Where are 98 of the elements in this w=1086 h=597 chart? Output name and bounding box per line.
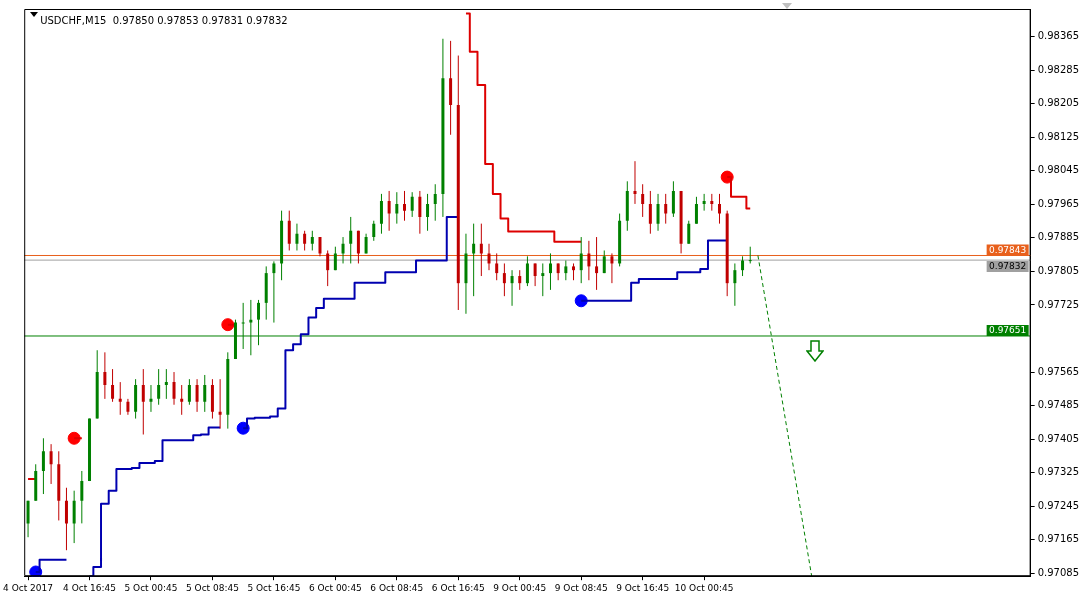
x-tick-label: 9 Oct 00:45 <box>493 582 547 593</box>
candlestick <box>741 255 745 277</box>
candlestick <box>533 262 537 287</box>
x-tick-label: 10 Oct 00:45 <box>674 582 734 593</box>
candlestick <box>426 193 430 232</box>
candlestick <box>664 193 668 225</box>
candlestick <box>518 269 522 291</box>
y-tick-label: 0.97965 <box>1037 197 1080 209</box>
candlestick <box>80 470 84 524</box>
candlestick <box>433 183 437 222</box>
y-tick-label: 0.98045 <box>1037 164 1080 176</box>
ref-line-label: 0.97832 <box>989 261 1027 272</box>
candlestick <box>103 351 107 400</box>
x-tick-label: 6 Oct 08:45 <box>370 582 424 593</box>
candlestick <box>656 193 660 232</box>
candlestick <box>495 252 499 281</box>
candlestick <box>510 269 514 307</box>
candlestick <box>372 220 376 242</box>
y-tick-label: 0.97805 <box>1037 265 1080 277</box>
candlestick <box>633 160 637 205</box>
candlestick <box>203 374 207 413</box>
candlestick <box>648 190 652 235</box>
x-tick-label: 5 Oct 00:45 <box>124 582 178 593</box>
candlestick <box>487 243 491 271</box>
candlestick <box>64 487 68 551</box>
y-tick-label: 0.97885 <box>1037 231 1080 243</box>
candlestick <box>641 183 645 218</box>
candlestick <box>341 236 345 264</box>
candlestick <box>387 190 391 232</box>
x-tick-label: 5 Oct 16:45 <box>247 582 301 593</box>
candlestick <box>118 381 122 416</box>
candlestick <box>356 230 360 264</box>
candlestick <box>718 193 721 225</box>
y-tick-label: 0.97725 <box>1037 298 1080 310</box>
x-tick-label: 9 Oct 16:45 <box>616 582 670 593</box>
candlestick <box>141 368 145 436</box>
candlestick <box>395 191 399 225</box>
candlestick <box>272 260 276 324</box>
x-tick-label: 6 Oct 00:45 <box>308 582 362 593</box>
candlestick <box>541 262 545 297</box>
candlestick <box>195 378 199 413</box>
candlestick <box>418 190 422 235</box>
x-tick-label: 5 Oct 08:45 <box>185 582 239 593</box>
candlestick <box>548 252 552 291</box>
y-tick-label: 0.97405 <box>1037 432 1080 444</box>
candlestick <box>218 378 222 430</box>
candlestick <box>472 223 476 297</box>
ref-line-label: 0.97651 <box>989 325 1027 336</box>
candlestick <box>403 190 406 222</box>
candlestick <box>502 262 506 297</box>
candlestick <box>41 437 45 495</box>
candlestick <box>187 378 191 406</box>
candlestick <box>180 384 184 416</box>
candlestick <box>694 196 698 225</box>
candlestick <box>164 368 168 400</box>
y-tick-label: 0.97085 <box>1037 566 1080 578</box>
y-tick-label: 0.98205 <box>1037 97 1080 109</box>
x-tick-label: 4 Oct 2017 <box>3 582 54 593</box>
candlestick <box>295 223 299 251</box>
candlestick <box>349 216 353 264</box>
x-tick-label: 6 Oct 16:45 <box>431 582 485 593</box>
candlestick <box>318 236 322 257</box>
y-tick-label: 0.97565 <box>1037 365 1080 377</box>
candlestick <box>310 230 314 251</box>
candlestick <box>479 223 483 277</box>
candlestick <box>172 371 176 406</box>
ref-line-label: 0.97843 <box>989 244 1027 255</box>
candlestick <box>326 249 330 287</box>
candlestick <box>149 384 153 413</box>
candlestick <box>564 260 568 281</box>
candlestick <box>610 252 614 284</box>
candlestick <box>379 193 383 235</box>
y-tick-label: 0.98365 <box>1037 30 1080 42</box>
candlestick <box>49 443 53 485</box>
text: USDCHF,M15 0.97850 0.97853 0.97831 0.97832 <box>40 14 288 26</box>
candlestick <box>410 191 414 218</box>
candlestick <box>287 210 291 251</box>
candlestick <box>733 262 737 307</box>
candlestick <box>157 368 161 406</box>
candlestick <box>595 236 599 291</box>
candlestick <box>587 240 591 281</box>
candlestick <box>671 180 675 218</box>
candlestick <box>26 500 30 538</box>
x-tick-label: 4 Oct 16:45 <box>63 582 116 593</box>
y-tick-label: 0.97485 <box>1037 399 1080 411</box>
y-tick-label: 0.97245 <box>1037 499 1080 511</box>
candlestick <box>579 236 583 284</box>
candlestick <box>303 230 307 251</box>
y-tick-label: 0.97325 <box>1037 466 1080 478</box>
y-tick-label: 0.98285 <box>1037 63 1080 75</box>
y-tick-label: 0.98125 <box>1037 130 1080 142</box>
candlestick <box>702 193 706 212</box>
candlestick <box>72 490 76 544</box>
x-tick-label: 9 Oct 08:45 <box>554 582 608 593</box>
candlestick <box>111 368 115 403</box>
candlestick <box>525 255 529 287</box>
candlestick <box>687 220 691 245</box>
y-tick-label: 0.97165 <box>1037 533 1080 545</box>
